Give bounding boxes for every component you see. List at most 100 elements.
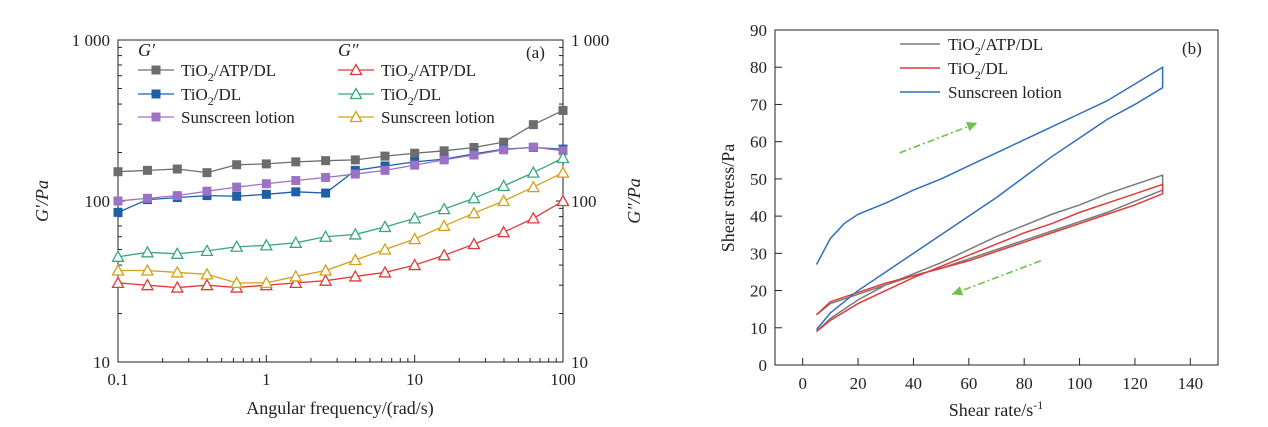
panel-a-data-point	[497, 194, 511, 207]
panel-b-x-tick-label: 100	[1067, 374, 1093, 393]
panel-a-x-tick-label: 100	[550, 370, 576, 389]
panel-a-data-point	[556, 194, 570, 207]
panel-a-data-point	[437, 202, 451, 215]
panel-a-data-point	[321, 172, 331, 182]
panel-a-data-point	[408, 211, 422, 224]
panel-b-y-tick-label: 40	[750, 207, 767, 226]
panel-b-label: (b)	[1182, 39, 1202, 58]
panel-a-x-tick-label: 1	[262, 370, 271, 389]
panel-a-series-line-3	[117, 200, 564, 289]
panel-a-data-point	[558, 105, 568, 115]
panel-a-data-point	[170, 280, 184, 293]
panel-a-data-point	[289, 235, 303, 248]
panel-b-y-tick-label: 70	[750, 95, 767, 114]
panel-a-x-tick-label: 10	[406, 370, 423, 389]
panel-a-y-ticks: 10 10 100 100 1 000 1 000	[72, 31, 610, 372]
panel-b-arrow-up	[899, 122, 978, 154]
panel-a-data-point	[232, 160, 242, 170]
panel-a-data-point	[350, 169, 360, 179]
panel-a-data-point	[467, 206, 481, 219]
panel-b-y-tick-label: 30	[750, 244, 767, 263]
panel-a-y-tick-label-right: 1 000	[571, 31, 609, 50]
panel-b-legend-label: TiO2/DL	[948, 59, 1008, 82]
panel-b-series	[815, 65, 1164, 333]
panel-b-y-axis-title: Shear stress/Pa	[718, 144, 738, 252]
panel-a-legend-marker	[349, 87, 363, 100]
panel-b-x-tick-label: 20	[850, 374, 867, 393]
panel-a-data-point	[378, 265, 392, 278]
panel-b-arrow-up-head	[965, 121, 978, 132]
panel-a-label: (a)	[526, 43, 545, 62]
panel-b-arrow-down	[951, 260, 1042, 296]
panel-a-data-point	[111, 276, 125, 289]
panel-a-data-point	[378, 242, 392, 255]
panel-a-data-point	[497, 179, 511, 192]
panel-a-data-point	[408, 258, 422, 271]
panel-a-data-point	[319, 263, 333, 276]
panel-a-data-point	[291, 157, 301, 167]
panel-a-data-point	[348, 253, 362, 266]
panel-a-data-point	[261, 179, 271, 189]
panel-a-data-point	[437, 248, 451, 261]
panel-a-data-point	[348, 227, 362, 240]
panel-a-legend-marker	[151, 65, 161, 75]
panel-a-x-tick-label: 0.1	[107, 370, 128, 389]
panel-b-x-tick-label: 40	[905, 374, 922, 393]
panel-a-data-point	[291, 176, 301, 186]
panel-b-hysteresis-loop-2	[815, 65, 1164, 331]
panel-a-legend-label: Sunscreen lotion	[181, 108, 295, 127]
panel-a-series-line-0	[117, 109, 564, 174]
panel-a-data-point	[497, 225, 511, 238]
panel-a-data-point	[526, 211, 540, 224]
panel-a-data-point	[113, 196, 123, 206]
panel-a-data-point	[319, 273, 333, 286]
panel-a-data-point	[439, 155, 449, 165]
panel-a-y-tick-label-left: 100	[85, 192, 111, 211]
panel-a-data-point	[321, 156, 331, 166]
panel-a-legend-label: Sunscreen lotion	[381, 108, 495, 127]
panel-a-y-tick-label-left: 10	[93, 353, 110, 372]
panel-a-data-point	[467, 191, 481, 204]
panel-a-legend-marker	[151, 89, 161, 99]
panel-a-data-point	[350, 155, 360, 165]
panel-a-data-point	[526, 180, 540, 193]
panel-a-data-point	[259, 276, 273, 289]
panel-a-y-tick-label-right: 100	[571, 192, 597, 211]
panel-a-data-point	[170, 246, 184, 259]
panel-a-data-point	[172, 191, 182, 201]
panel-a-data-point	[142, 165, 152, 175]
panel-b-x-tick-label: 140	[1178, 374, 1204, 393]
panel-a-legend-group-gdoubleprime: G″	[338, 40, 359, 60]
panel-b-legend-label: TiO2/ATP/DL	[948, 35, 1043, 58]
panel-a-data-point	[556, 151, 570, 164]
panel-a-y-tick-label-right: 10	[571, 353, 588, 372]
panel-a-legend-group-gprime: G′	[138, 40, 156, 60]
panel-a-data-point	[172, 164, 182, 174]
panel-a-data-point	[321, 188, 331, 198]
panel-a-data-point	[437, 219, 451, 232]
panel-a-data-point	[111, 263, 125, 276]
panel-b-y-ticks: 0 10 20 30 40 50 60 70 80 90	[750, 21, 782, 375]
panel-b-x-tick-label: 0	[798, 374, 807, 393]
panel-a-data-point	[200, 278, 214, 291]
panel-a-data-point	[140, 263, 155, 276]
panel-b-direction-arrows	[899, 121, 1042, 296]
panel-a-data-point	[289, 276, 303, 289]
panel-a-data-point	[439, 146, 449, 156]
panel-b-y-tick-label: 0	[759, 356, 768, 375]
panel-a-legend-label: TiO2/ATP/DL	[181, 61, 276, 84]
panel-a-legend-label: TiO2/ATP/DL	[381, 61, 476, 84]
panel-a-data-point	[200, 267, 214, 280]
panel-a-data-point	[528, 142, 538, 152]
panel-a-data-point	[410, 148, 420, 158]
panel-a-y-axis-title-left: G′/Pa	[32, 180, 52, 222]
panel-a-data-point	[142, 193, 152, 203]
panel-a-data-point	[467, 237, 481, 250]
panel-a-data-point	[111, 249, 125, 262]
panel-b-x-tick-label: 80	[1016, 374, 1033, 393]
panel-a-data-point	[469, 150, 479, 160]
panel-a-data-point	[113, 167, 123, 177]
panel-a-data-point	[200, 244, 214, 257]
panel-b-x-tick-label: 120	[1122, 374, 1148, 393]
panel-a-series-line-2	[117, 146, 564, 202]
